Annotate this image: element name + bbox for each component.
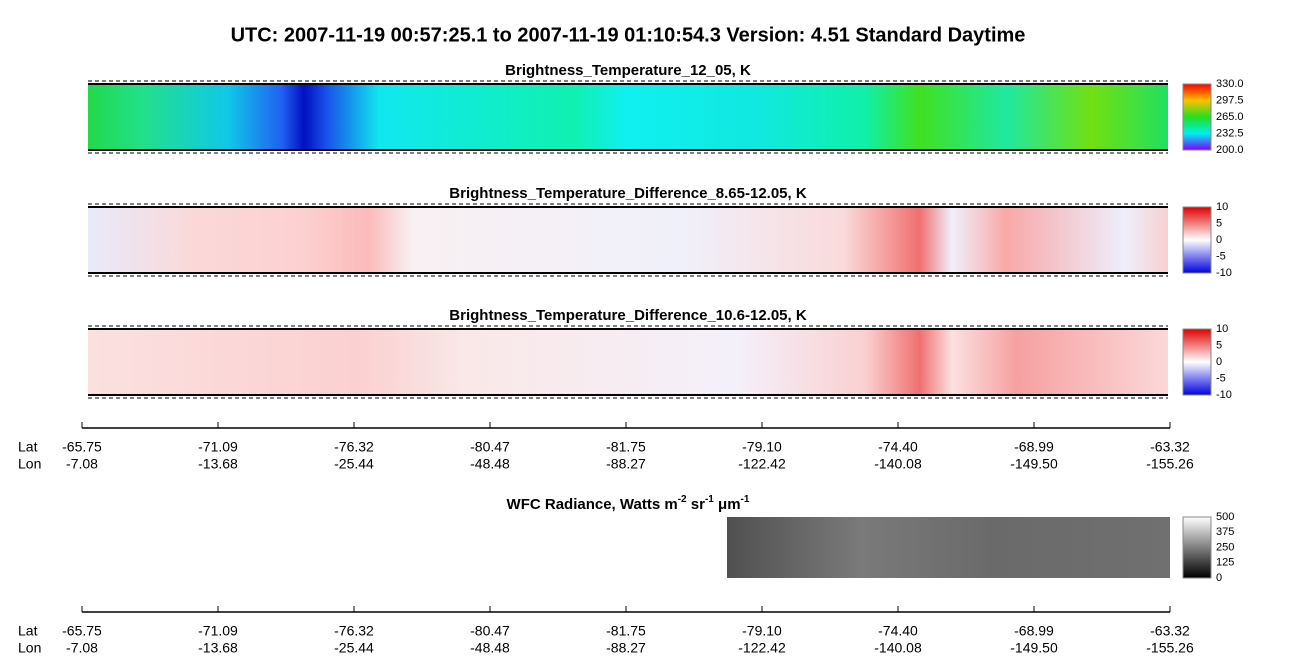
lat-value: -79.10 <box>742 623 782 639</box>
lat-value: -65.75 <box>62 623 102 639</box>
colorbar-label: 0 <box>1216 234 1222 246</box>
colorbar-label: 297.5 <box>1216 94 1244 106</box>
lon-value: -122.42 <box>738 640 786 656</box>
colorbar-label: -10 <box>1216 267 1232 279</box>
lon-label: Lon <box>18 640 41 656</box>
lat-label: Lat <box>18 439 38 455</box>
lon-value: -48.48 <box>470 456 510 472</box>
colorbar-label: 330.0 <box>1216 78 1244 90</box>
colorbar-label: 232.5 <box>1216 127 1244 139</box>
lon-value: -155.26 <box>1146 640 1194 656</box>
lon-value: -7.08 <box>66 640 98 656</box>
lon-value: -13.68 <box>198 640 238 656</box>
lat-value: -71.09 <box>198 623 238 639</box>
lat-value: -74.40 <box>878 439 918 455</box>
lon-value: -13.68 <box>198 456 238 472</box>
colorbar-label: 200.0 <box>1216 144 1244 156</box>
colorbar-label: 10 <box>1216 323 1228 335</box>
lat-value: -63.32 <box>1150 439 1190 455</box>
colorbar-label: -5 <box>1216 372 1226 384</box>
panel-title: Brightness_Temperature_Difference_8.65-1… <box>449 185 807 202</box>
lon-value: -140.08 <box>874 456 922 472</box>
lat-value: -63.32 <box>1150 623 1190 639</box>
page-title: UTC: 2007-11-19 00:57:25.1 to 2007-11-19… <box>231 24 1026 46</box>
wfc-title: WFC Radiance, Watts m-2 sr-1 μm-1 <box>507 494 750 513</box>
title-part: -1 <box>741 494 750 505</box>
colorbar-label: 10 <box>1216 201 1228 213</box>
lon-value: -25.44 <box>334 456 374 472</box>
wfc-colorbar <box>1182 516 1212 579</box>
colorbar-label: 0 <box>1216 572 1222 584</box>
colorbar <box>1182 206 1212 274</box>
panel-image <box>88 207 1168 273</box>
lat-value: -68.99 <box>1014 439 1054 455</box>
lat-value: -68.99 <box>1014 623 1054 639</box>
title-part: -1 <box>705 494 714 505</box>
lon-value: -155.26 <box>1146 456 1194 472</box>
colorbar-label: 0 <box>1216 356 1222 368</box>
colorbar <box>1182 328 1212 396</box>
lon-value: -48.48 <box>470 640 510 656</box>
lon-value: -7.08 <box>66 456 98 472</box>
lon-label: Lon <box>18 456 41 472</box>
lat-value: -76.32 <box>334 623 374 639</box>
lon-value: -149.50 <box>1010 456 1058 472</box>
title-part: WFC Radiance, Watts m <box>507 496 678 513</box>
lat-value: -76.32 <box>334 439 374 455</box>
lon-value: -88.27 <box>606 456 646 472</box>
lat-value: -71.09 <box>198 439 238 455</box>
colorbar-label: 5 <box>1216 339 1222 351</box>
lat-value: -81.75 <box>606 439 646 455</box>
lat-value: -65.75 <box>62 439 102 455</box>
wfc-image <box>727 517 1170 578</box>
lon-value: -122.42 <box>738 456 786 472</box>
colorbar-label: 500 <box>1216 511 1234 523</box>
panel-title: Brightness_Temperature_Difference_10.6-1… <box>449 307 807 324</box>
colorbar-label: 125 <box>1216 557 1234 569</box>
colorbar-label: 250 <box>1216 541 1234 553</box>
colorbar-label: 375 <box>1216 526 1234 538</box>
panel-title: Brightness_Temperature_12_05, K <box>505 62 751 79</box>
colorbar-label: -5 <box>1216 250 1226 262</box>
lon-value: -149.50 <box>1010 640 1058 656</box>
title-part: -2 <box>678 494 687 505</box>
colorbar <box>1182 83 1212 151</box>
panel-image <box>88 329 1168 395</box>
lon-value: -25.44 <box>334 640 374 656</box>
lat-value: -79.10 <box>742 439 782 455</box>
lat-value: -80.47 <box>470 623 510 639</box>
panel-image <box>88 84 1168 150</box>
title-part: μm <box>714 496 741 513</box>
lat-label: Lat <box>18 623 38 639</box>
colorbar-label: -10 <box>1216 389 1232 401</box>
lat-value: -74.40 <box>878 623 918 639</box>
lat-value: -81.75 <box>606 623 646 639</box>
colorbar-label: 265.0 <box>1216 111 1244 123</box>
lat-value: -80.47 <box>470 439 510 455</box>
lon-value: -140.08 <box>874 640 922 656</box>
colorbar-label: 5 <box>1216 217 1222 229</box>
lon-value: -88.27 <box>606 640 646 656</box>
title-part: sr <box>687 496 706 513</box>
